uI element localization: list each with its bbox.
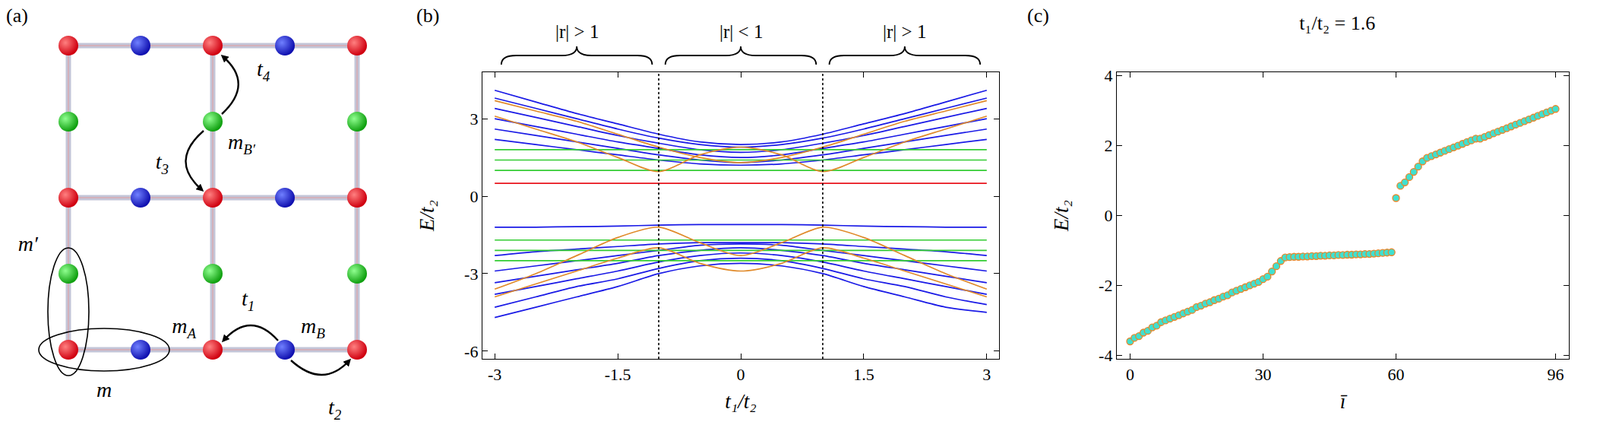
svg-text:2: 2	[1103, 135, 1113, 155]
svg-text:-3: -3	[487, 364, 502, 384]
svg-text:m: m	[96, 377, 112, 402]
svg-text:0: 0	[469, 186, 478, 206]
svg-text:mB′: mB′	[227, 129, 257, 158]
svg-text:t2: t2	[328, 395, 342, 423]
svg-text:4: 4	[1103, 66, 1113, 86]
svg-text:0: 0	[1125, 364, 1135, 384]
svg-text:0: 0	[736, 364, 746, 384]
svg-text:|r| < 1: |r| < 1	[719, 21, 763, 42]
svg-text:-3: -3	[464, 264, 478, 284]
svg-text:-1.5: -1.5	[604, 364, 632, 384]
svg-text:0: 0	[1103, 205, 1113, 225]
svg-text:1.5: 1.5	[853, 364, 875, 384]
svg-text:t₁/t₂: t₁/t₂	[724, 389, 756, 413]
html-text:(a): (a)	[6, 4, 29, 27]
html-text:(c): (c)	[1027, 4, 1050, 27]
svg-text:|r| > 1: |r| > 1	[882, 21, 927, 42]
svg-text:mA: mA	[171, 313, 197, 342]
svg-text:t4: t4	[256, 56, 271, 85]
svg-text:3: 3	[982, 364, 991, 384]
svg-text:-2: -2	[1098, 275, 1113, 295]
svg-text:3: 3	[469, 109, 478, 129]
svg-text:-6: -6	[464, 341, 478, 361]
svg-text:96: 96	[1547, 364, 1565, 384]
svg-text:60: 60	[1388, 364, 1405, 384]
svg-text:mB: mB	[300, 313, 326, 342]
svg-text:|r| > 1: |r| > 1	[555, 21, 599, 42]
svg-text:t₁/t₂ = 1.6: t₁/t₂ = 1.6	[1299, 12, 1376, 35]
html-text:(b): (b)	[416, 4, 440, 27]
svg-text:-4: -4	[1098, 345, 1113, 365]
svg-text:E/t₂: E/t₂	[415, 199, 439, 232]
svg-text:ī: ī	[1340, 389, 1348, 413]
svg-text:E/t₂: E/t₂	[1049, 199, 1073, 232]
svg-text:30: 30	[1255, 364, 1272, 384]
svg-text:t3: t3	[155, 149, 169, 178]
svg-text:t1: t1	[241, 286, 255, 314]
svg-text:m′: m′	[18, 231, 39, 256]
